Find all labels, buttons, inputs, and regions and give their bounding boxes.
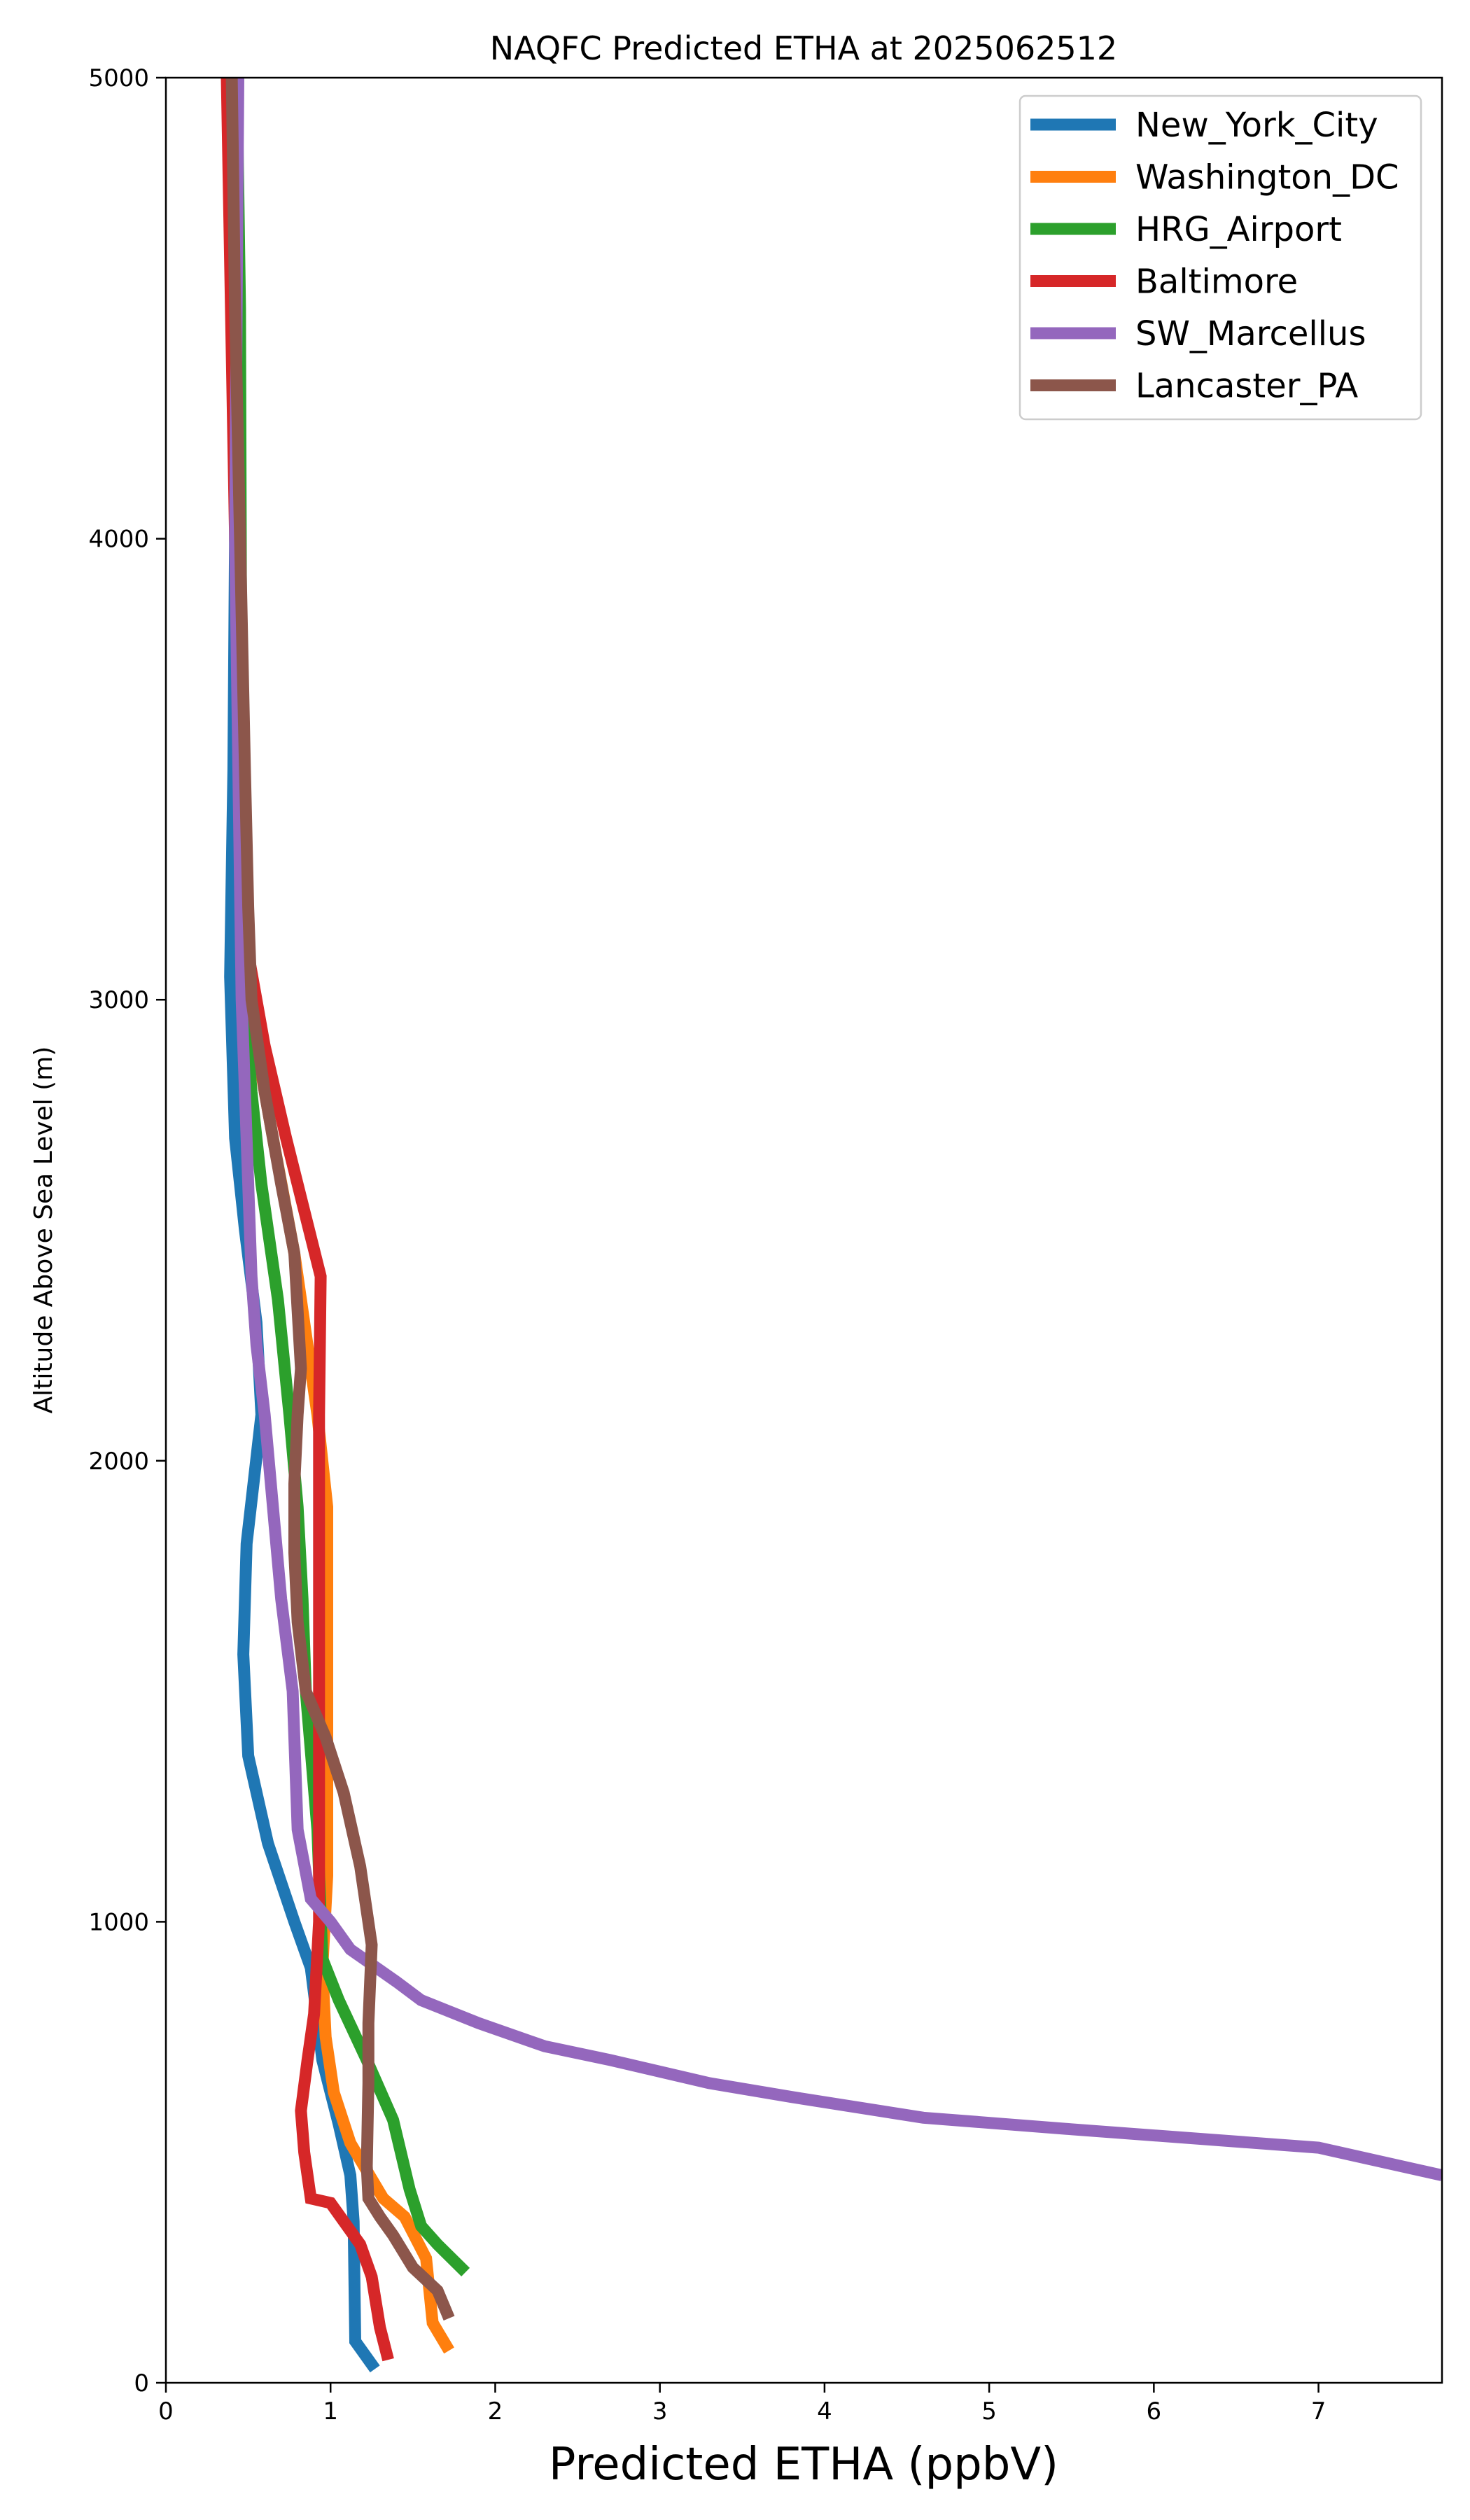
legend-label: New_York_City bbox=[1135, 106, 1378, 145]
y-tick-label: 5000 bbox=[88, 64, 149, 92]
legend-label: Washington_DC bbox=[1135, 158, 1399, 197]
legend-entries: New_York_City Washington_DC HRG_Airport Bal… bbox=[1030, 106, 1399, 406]
y-tick-label: 4000 bbox=[88, 526, 149, 554]
x-tick-label: 2 bbox=[488, 2398, 503, 2426]
plot-frame bbox=[164, 76, 1443, 2384]
y-axis-title: Altitude Above Sea Level (m) bbox=[29, 1046, 58, 1414]
x-tick-label: 6 bbox=[1147, 2398, 1162, 2426]
legend: New_York_City Washington_DC HRG_Airport Bal… bbox=[1018, 94, 1422, 421]
series-line-lancaster-pa bbox=[225, 78, 455, 2321]
y-tick-label: 3000 bbox=[88, 986, 149, 1014]
series-line-sw-marcellus bbox=[229, 78, 1442, 2181]
legend-label: Baltimore bbox=[1135, 262, 1298, 302]
legend-box bbox=[1018, 94, 1422, 421]
legend-label: SW_Marcellus bbox=[1135, 314, 1366, 354]
x-axis-title: Predicted ETHA (ppbV) bbox=[549, 2439, 1058, 2491]
series-line-new-york-city bbox=[224, 78, 380, 2373]
x-tick-label: 0 bbox=[158, 2398, 174, 2426]
y-tick-label: 0 bbox=[134, 2370, 149, 2398]
x-tick-label: 7 bbox=[1311, 2398, 1326, 2426]
x-tick-label: 3 bbox=[652, 2398, 668, 2426]
chart-title: NAQFC Predicted ETHA at 2025062512 bbox=[490, 29, 1117, 67]
y-axis: 0 1000 2000 3000 4000 5000 bbox=[88, 64, 166, 2398]
x-tick-label: 5 bbox=[981, 2398, 997, 2426]
series-layer bbox=[220, 78, 1442, 2373]
x-tick-label: 1 bbox=[323, 2398, 338, 2426]
x-tick-label: 4 bbox=[817, 2398, 832, 2426]
y-tick-label: 1000 bbox=[88, 1908, 149, 1936]
legend-label: HRG_Airport bbox=[1135, 210, 1342, 249]
x-axis: 0 1 2 3 4 5 6 7 bbox=[158, 2383, 1326, 2426]
y-tick-label: 2000 bbox=[88, 1448, 149, 1476]
legend-label: Lancaster_PA bbox=[1135, 367, 1358, 406]
